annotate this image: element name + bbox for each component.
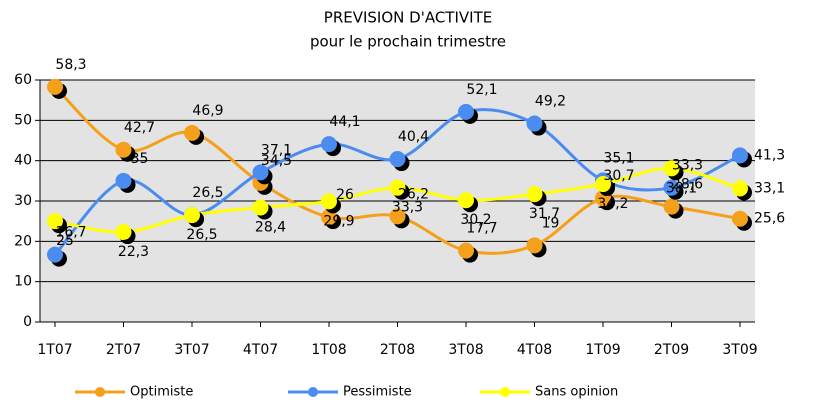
marker (458, 242, 474, 259)
x-tick-label: 2T09 (654, 342, 689, 358)
marker (184, 124, 200, 141)
marker (526, 237, 543, 254)
marker (526, 115, 543, 132)
marker (663, 179, 680, 196)
data-label: 28,4 (255, 219, 286, 235)
y-tick-label: 30 (14, 193, 32, 209)
x-tick-label: 3T08 (448, 342, 483, 358)
data-label: 26 (336, 187, 354, 203)
data-label: 33,1 (754, 180, 785, 196)
legend-marker (500, 387, 510, 397)
x-tick-label: 2T08 (380, 342, 415, 358)
data-label: 34,5 (261, 153, 292, 169)
y-tick-label: 20 (14, 233, 32, 249)
x-tick-label: 1T09 (585, 342, 620, 358)
data-label: 52,1 (466, 82, 497, 98)
data-label: 37,1 (261, 142, 292, 158)
y-tick-label: 60 (14, 72, 32, 88)
marker (252, 164, 269, 181)
x-tick-label: 3T09 (722, 342, 757, 358)
legend-marker (308, 387, 318, 397)
marker (47, 78, 63, 95)
data-label: 26,5 (192, 185, 223, 201)
x-tick-label: 1T07 (37, 342, 72, 358)
data-label: 22,3 (118, 244, 149, 260)
marker (732, 147, 748, 164)
marker (663, 198, 680, 215)
marker (389, 151, 406, 168)
legend-label: Pessimiste (343, 385, 412, 400)
marker (252, 199, 269, 216)
data-label: 26,5 (186, 227, 217, 243)
data-label: 31,7 (529, 206, 560, 222)
data-label: 49,2 (535, 94, 566, 110)
marker (389, 179, 406, 196)
data-label: 29,9 (323, 213, 354, 229)
data-label: 35 (131, 151, 149, 167)
data-label: 26,2 (398, 186, 429, 202)
data-label: 33,3 (392, 200, 423, 216)
marker (595, 176, 611, 193)
marker (732, 180, 748, 197)
data-label: 44,1 (329, 114, 360, 130)
data-label: 38,1 (666, 180, 697, 196)
legend-marker (95, 387, 105, 397)
marker (115, 141, 132, 158)
chart-title: PREVISION D'ACTIVITE (324, 9, 492, 27)
data-label: 35,1 (603, 150, 634, 166)
data-label: 25 (56, 233, 74, 249)
marker (47, 213, 63, 230)
marker (526, 186, 543, 203)
data-label: 17,7 (466, 221, 497, 237)
x-tick-label: 4T07 (243, 342, 278, 358)
legend: Optimiste Pessimiste Sans opinion (75, 385, 618, 400)
marker (663, 160, 680, 177)
data-label: 30,2 (460, 212, 491, 228)
data-label: 30,7 (603, 168, 634, 184)
x-tick-label: 2T07 (106, 342, 141, 358)
marker (389, 208, 406, 225)
x-tick-label: 1T08 (311, 342, 346, 358)
chart-subtitle: pour le prochain trimestre (310, 33, 506, 51)
legend-label: Optimiste (130, 385, 193, 400)
marker (115, 224, 132, 241)
data-label: 34,2 (597, 196, 628, 212)
y-tick-label: 50 (14, 112, 32, 128)
marker (115, 172, 132, 189)
marker (321, 136, 337, 153)
marker (458, 192, 474, 209)
marker (47, 246, 63, 263)
data-label: 16,7 (55, 225, 86, 241)
marker (184, 207, 200, 224)
legend-label: Sans opinion (535, 385, 618, 400)
x-tick-label: 4T08 (517, 342, 552, 358)
y-tick-label: 40 (14, 153, 32, 169)
data-label: 25,6 (754, 211, 785, 227)
data-label: 40,4 (398, 129, 429, 145)
data-label: 28,6 (672, 177, 703, 193)
marker (732, 210, 748, 227)
data-label: 41,3 (754, 147, 785, 163)
marker (458, 103, 474, 120)
data-label: 58,3 (55, 57, 86, 73)
x-tick-label: 3T07 (174, 342, 209, 358)
y-tick-label: 10 (14, 274, 32, 290)
data-label: 42,7 (124, 120, 155, 136)
y-tick-label: 0 (23, 314, 32, 330)
data-label: 33,3 (672, 158, 703, 174)
marker (321, 193, 337, 210)
data-label: 46,9 (192, 103, 223, 119)
data-label: 19 (542, 215, 560, 231)
